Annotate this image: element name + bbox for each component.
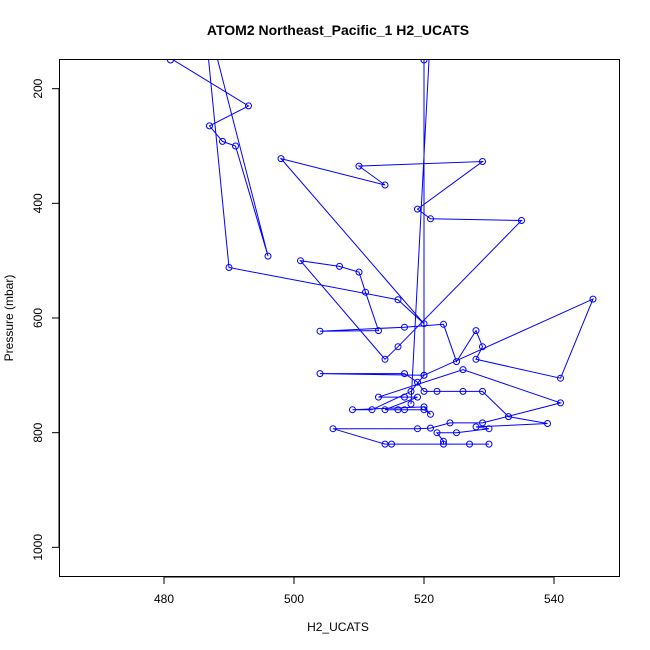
data-point bbox=[407, 400, 415, 408]
data-point bbox=[420, 387, 428, 395]
data-point bbox=[232, 142, 239, 150]
data-point bbox=[557, 374, 564, 382]
plot-frame bbox=[59, 59, 620, 577]
data-point bbox=[472, 423, 480, 431]
data-point bbox=[245, 102, 252, 110]
data-point bbox=[485, 425, 493, 433]
data-point bbox=[414, 425, 421, 433]
data-point bbox=[200, 0, 206, 6]
data-point bbox=[316, 327, 324, 335]
data-point bbox=[414, 378, 421, 386]
data-point bbox=[459, 366, 467, 374]
data-point bbox=[427, 215, 434, 223]
data-point bbox=[472, 327, 480, 335]
x-tick-label: 540 bbox=[544, 592, 564, 606]
data-point bbox=[557, 399, 564, 407]
data-point bbox=[394, 343, 402, 351]
data-point bbox=[453, 358, 460, 366]
data-point bbox=[407, 387, 415, 395]
chart-title: ATOM2 Northeast_Pacific_1 H2_UCATS bbox=[207, 22, 469, 38]
data-point bbox=[485, 440, 493, 448]
data-point bbox=[440, 320, 447, 328]
data-point bbox=[479, 387, 486, 395]
data-point bbox=[544, 420, 551, 427]
data-layer bbox=[142, 0, 597, 448]
data-point bbox=[446, 419, 454, 427]
y-tick-label: 1000 bbox=[31, 534, 45, 561]
data-point bbox=[355, 268, 363, 276]
x-tick-label: 520 bbox=[414, 592, 434, 606]
data-point bbox=[161, 51, 167, 57]
y-axis: 200 400 600 800 1000 bbox=[31, 78, 60, 561]
data-point bbox=[277, 155, 285, 163]
data-point bbox=[420, 320, 428, 328]
data-point bbox=[264, 252, 272, 260]
data-point bbox=[466, 440, 473, 448]
data-point bbox=[167, 60, 174, 64]
data-point bbox=[297, 257, 304, 265]
data-point bbox=[401, 323, 408, 331]
data-point bbox=[381, 355, 389, 363]
data-point bbox=[479, 343, 486, 351]
data-point bbox=[368, 406, 376, 414]
data-point bbox=[381, 406, 389, 414]
data-point bbox=[401, 393, 408, 401]
y-axis-label: Pressure (mbar) bbox=[2, 275, 16, 362]
data-point bbox=[355, 162, 363, 170]
data-point bbox=[206, 122, 213, 130]
data-point bbox=[518, 217, 525, 224]
data-point bbox=[225, 264, 233, 271]
data-point bbox=[427, 410, 434, 418]
y-tick-label: 200 bbox=[31, 78, 45, 98]
data-point bbox=[433, 387, 441, 395]
data-point bbox=[427, 424, 434, 432]
data-point bbox=[440, 440, 447, 448]
data-point bbox=[472, 355, 480, 363]
data-point bbox=[453, 429, 460, 437]
x-tick-label: 480 bbox=[154, 592, 174, 606]
data-point bbox=[414, 205, 421, 213]
data-point bbox=[142, 28, 148, 34]
data-point bbox=[440, 437, 447, 445]
x-axis-label: H2_UCATS bbox=[307, 620, 369, 634]
data-point bbox=[459, 387, 467, 395]
data-point bbox=[381, 440, 389, 448]
x-tick-label: 500 bbox=[284, 592, 304, 606]
data-point bbox=[414, 393, 421, 401]
x-axis: 480 500 520 540 bbox=[154, 576, 564, 606]
data-point bbox=[329, 425, 337, 433]
data-point bbox=[433, 429, 441, 437]
data-point bbox=[375, 393, 382, 401]
data-point bbox=[375, 327, 382, 335]
y-tick-label: 400 bbox=[31, 193, 45, 213]
data-point bbox=[479, 419, 486, 427]
data-point bbox=[336, 262, 343, 270]
data-point bbox=[420, 403, 428, 411]
data-point bbox=[316, 370, 324, 378]
y-tick-label: 600 bbox=[31, 308, 45, 328]
data-point bbox=[589, 295, 597, 303]
data-point bbox=[401, 370, 408, 378]
data-point bbox=[394, 296, 402, 304]
data-point bbox=[219, 137, 226, 145]
data-point bbox=[479, 158, 486, 165]
data-point bbox=[362, 288, 369, 296]
y-tick-label: 800 bbox=[31, 422, 45, 442]
data-point bbox=[420, 406, 428, 414]
series-line bbox=[169, 60, 594, 445]
data-point bbox=[349, 406, 356, 414]
data-point bbox=[505, 413, 512, 421]
data-point bbox=[381, 181, 389, 189]
data-point bbox=[420, 371, 428, 379]
data-point bbox=[420, 60, 428, 64]
data-point bbox=[401, 406, 408, 414]
